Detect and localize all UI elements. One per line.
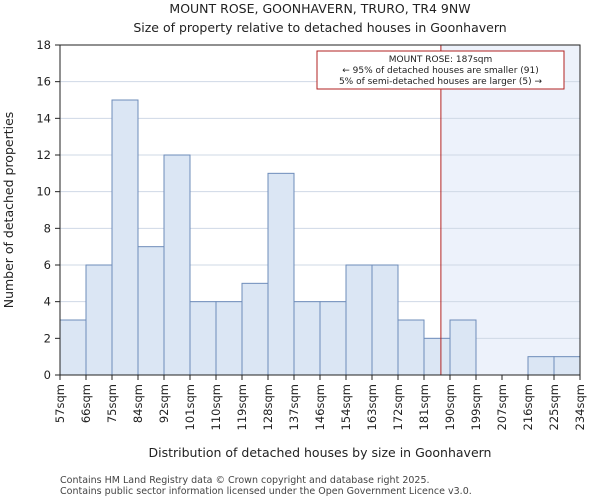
histogram-bar [111,99,139,376]
y-tick-label: 18 [36,38,51,52]
x-tick-label: 75sqm [105,384,119,423]
histogram-bar [137,246,165,376]
y-tick-label: 4 [44,295,51,309]
x-tick-label: 163sqm [365,384,379,430]
chart-subtitle: Size of property relative to detached ho… [133,20,506,35]
annotation-frame [316,50,565,90]
y-axis-label: Number of detached properties [1,112,16,309]
x-tick-label: 216sqm [521,384,535,430]
histogram-bar [163,154,191,376]
x-tick-label: 110sqm [209,384,223,430]
x-tick-label: 66sqm [79,384,93,423]
x-tick-label: 57sqm [53,384,67,423]
histogram-bar [189,301,217,376]
y-tick-label: 16 [36,75,51,89]
chart-title: MOUNT ROSE, GOONHAVERN, TRURO, TR4 9NW [169,1,470,16]
annotation-box: MOUNT ROSE: 187sqm ← 95% of detached hou… [316,50,565,90]
histogram-bar [215,301,243,376]
x-tick-label: 234sqm [573,384,587,430]
histogram-bar [267,172,295,376]
footer-line-2: Contains public sector information licen… [60,486,472,497]
x-axis-ticks: 57sqm 66sqm 75sqm 84sqm 92sqm 101sqm 110sqm 119… [53,375,587,430]
x-tick-label: 137sqm [287,384,301,430]
x-axis-label: Distribution of detached houses by size … [149,445,492,460]
annotation-line-1: MOUNT ROSE: 187sqm [389,55,493,65]
y-tick-label: 8 [44,221,51,235]
y-tick-label: 10 [36,185,51,199]
y-tick-label: 0 [44,368,51,382]
x-tick-label: 207sqm [495,384,509,430]
x-tick-label: 84sqm [131,384,145,423]
histogram-bar [371,264,399,376]
x-tick-label: 119sqm [235,384,249,430]
histogram-bar [345,264,373,376]
histogram-bar [59,319,87,376]
x-tick-label: 128sqm [261,384,275,430]
y-tick-label: 12 [36,148,51,162]
bars [59,99,581,376]
footer-line-1: Contains HM Land Registry data © Crown c… [60,475,430,486]
y-tick-label: 2 [44,331,51,345]
x-tick-label: 101sqm [183,384,197,430]
x-tick-label: 172sqm [391,384,405,430]
histogram-bar [397,319,425,376]
plot-area [59,44,581,376]
histogram-bar [553,356,581,376]
histogram-bar [449,319,477,376]
y-tick-label: 14 [36,111,51,125]
histogram-bar [319,301,347,376]
x-tick-label: 92sqm [157,384,171,423]
y-axis-ticks: 0 2 4 6 8 10 12 14 16 18 [36,38,60,382]
x-tick-label: 225sqm [547,384,561,430]
x-tick-label: 199sqm [469,384,483,430]
x-tick-label: 154sqm [339,384,353,430]
x-tick-label: 190sqm [443,384,457,430]
x-tick-label: 181sqm [417,384,431,430]
histogram-bar [241,282,269,376]
x-tick-label: 146sqm [313,384,327,430]
histogram-bar [293,301,321,376]
y-tick-label: 6 [44,258,51,272]
annotation-line-2: ← 95% of detached houses are smaller (91… [342,66,539,76]
histogram-bar [85,264,113,376]
histogram-bar [423,337,451,376]
histogram-bar [527,356,555,376]
annotation-line-3: 5% of semi-detached houses are larger (5… [339,77,543,87]
